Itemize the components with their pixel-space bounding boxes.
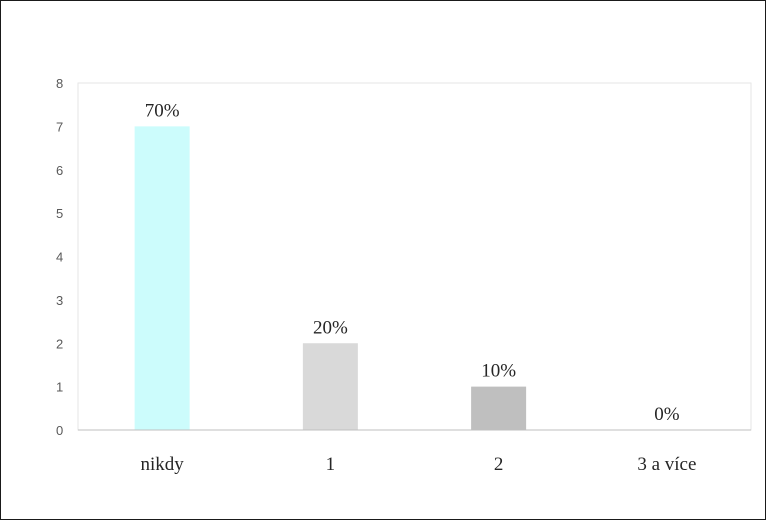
data-label: 20% [313, 317, 348, 338]
bar [302, 343, 358, 430]
y-tick-label: 3 [56, 293, 63, 308]
y-tick-label: 8 [56, 76, 63, 91]
bar [134, 126, 190, 430]
data-label: 0% [654, 404, 680, 425]
y-tick-label: 2 [56, 336, 63, 351]
x-tick-label: nikdy [140, 454, 184, 475]
x-tick-label: 2 [494, 454, 504, 475]
x-axis-ticks: nikdy 1 2 3 a více [140, 454, 696, 475]
data-label: 70% [145, 100, 180, 121]
y-tick-label: 7 [56, 119, 63, 134]
x-tick-label: 1 [326, 454, 336, 475]
y-tick-label: 1 [56, 380, 63, 395]
y-tick-label: 4 [56, 250, 63, 265]
data-labels: 70% 20% 10% 0% [145, 100, 680, 425]
data-label: 10% [481, 361, 516, 382]
bars [134, 126, 527, 430]
y-tick-label: 0 [56, 423, 63, 438]
bar-chart: 0 1 2 3 4 5 6 7 8 70% 20% 10% 0% nikdy 1 2 3 a více [56, 76, 752, 475]
y-tick-label: 5 [56, 206, 63, 221]
bar [471, 386, 527, 430]
x-tick-label: 3 a více [637, 454, 696, 475]
y-tick-label: 6 [56, 163, 63, 178]
y-axis-ticks: 0 1 2 3 4 5 6 7 8 [56, 76, 63, 438]
